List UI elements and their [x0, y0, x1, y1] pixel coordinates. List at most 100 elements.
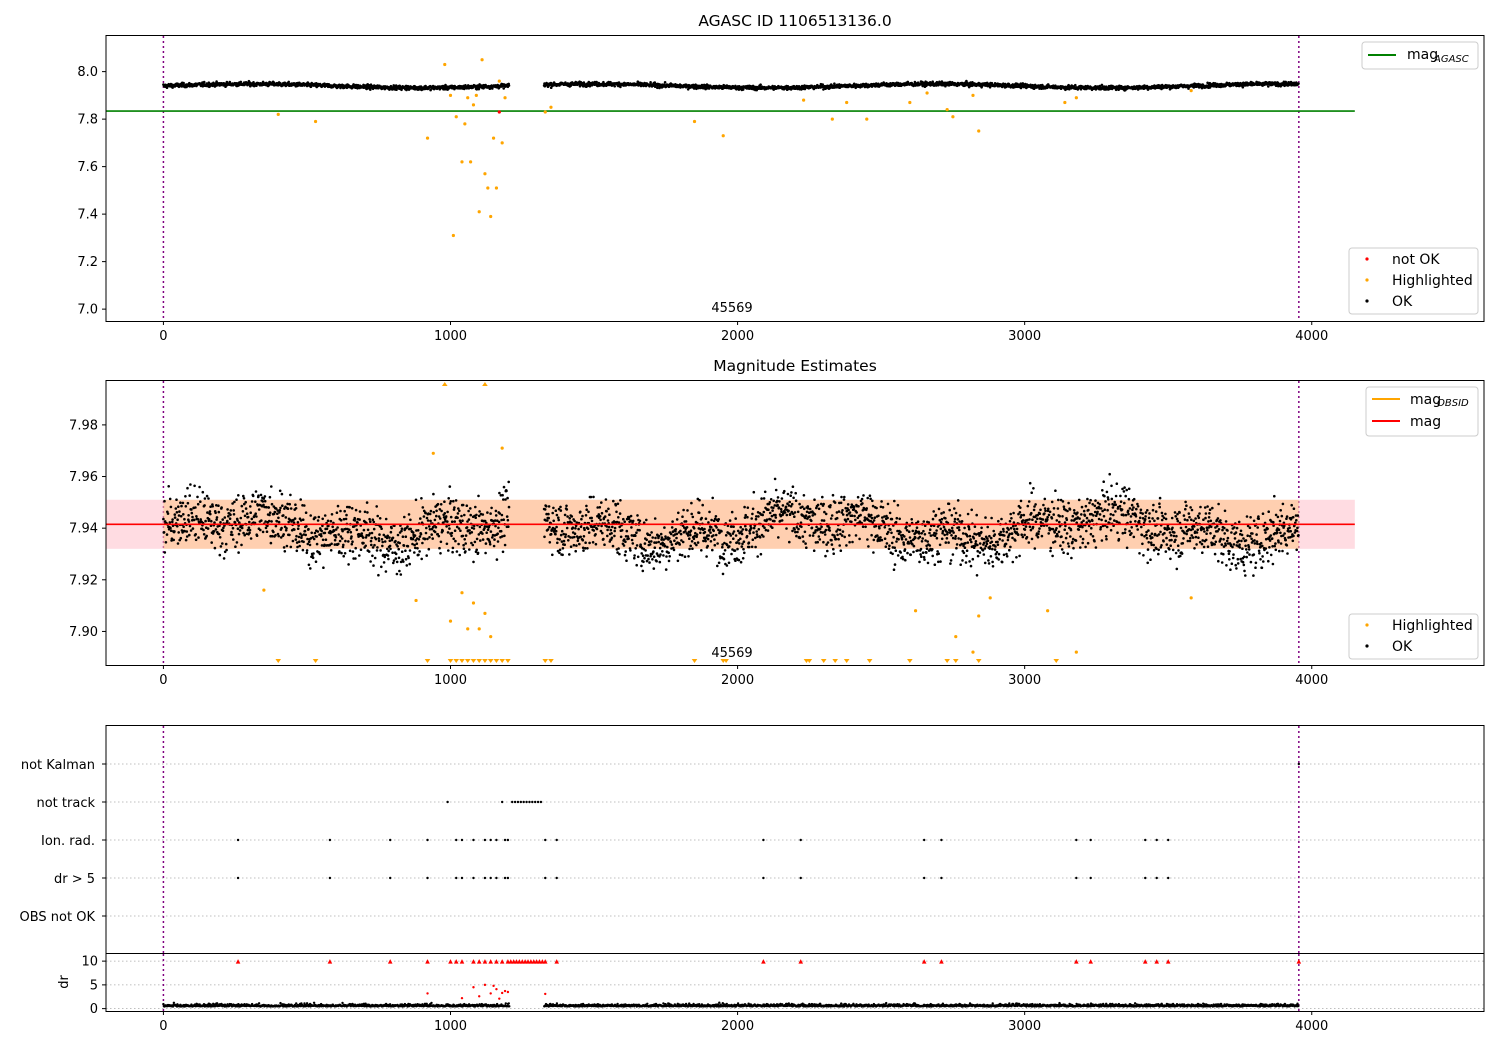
ok-point: [556, 541, 559, 545]
ok-point: [590, 519, 594, 523]
ok-point: [498, 491, 501, 495]
ok-point: [400, 527, 404, 530]
ok-point: [813, 498, 816, 502]
ok-point: [311, 556, 315, 560]
ok-point: [414, 498, 418, 502]
ok-point: [348, 506, 352, 509]
ok-point: [355, 528, 359, 532]
ok-point: [215, 516, 219, 519]
ok-point: [613, 84, 616, 88]
ok-point: [709, 531, 712, 534]
ok-point: [382, 561, 386, 564]
ok-point: [651, 536, 654, 539]
ok-point: [659, 553, 662, 556]
ok-point: [741, 88, 745, 91]
ok-point: [803, 530, 807, 534]
ok-point: [564, 535, 567, 539]
ok-point: [674, 528, 678, 531]
ok-point: [705, 555, 708, 558]
ok-point: [790, 491, 793, 494]
ok-point: [375, 505, 379, 508]
ok-point: [457, 507, 460, 510]
ok-point: [242, 497, 246, 500]
ok-point: [837, 510, 841, 513]
ok-point: [590, 516, 593, 520]
ok-point: [582, 549, 585, 552]
ok-point: [231, 526, 235, 530]
ok-point: [329, 549, 333, 552]
ok-point: [681, 540, 685, 544]
ok-point: [494, 514, 498, 517]
ok-point: [211, 505, 214, 508]
ok-point: [661, 550, 664, 553]
ok-point: [732, 530, 736, 533]
ok-point: [384, 570, 388, 573]
ok-point: [488, 540, 492, 544]
top-title: AGASC ID 1106513136.0: [698, 12, 891, 30]
highlighted-point: [460, 160, 464, 164]
ok-point: [717, 528, 720, 532]
ok-point: [497, 526, 500, 530]
ok-point: [713, 538, 716, 541]
ok-point: [314, 516, 317, 519]
ok-point: [180, 504, 183, 508]
ok-point: [766, 529, 770, 532]
ok-point: [308, 543, 312, 547]
ok-point: [500, 513, 504, 517]
ok-point: [568, 553, 571, 556]
ok-point: [461, 519, 464, 522]
ok-point: [282, 533, 286, 536]
ok-point: [824, 512, 828, 516]
ok-point: [747, 541, 751, 544]
ok-point: [757, 515, 760, 518]
ok-point: [566, 515, 569, 518]
ok-point: [801, 505, 804, 509]
ok-point: [419, 532, 423, 536]
ok-point: [446, 520, 449, 523]
ok-point: [344, 539, 347, 543]
ok-point: [565, 504, 568, 508]
ok-point: [456, 516, 459, 520]
ok-point: [667, 559, 671, 563]
ok-point: [232, 538, 235, 541]
ok-point: [350, 535, 353, 538]
ok-point: [313, 531, 317, 535]
ok-point: [351, 550, 355, 553]
ok-point: [176, 518, 179, 521]
ok-point: [315, 542, 319, 546]
ok-point: [462, 543, 465, 547]
highlighted-point: [977, 129, 981, 133]
ok-point: [288, 502, 292, 506]
ok-point: [815, 525, 818, 529]
ok-point: [648, 543, 652, 546]
ok-point: [337, 542, 340, 546]
ok-point: [241, 510, 245, 513]
ok-point: [605, 525, 609, 528]
ok-point: [613, 526, 617, 530]
ok-point: [730, 510, 734, 514]
ok-point: [434, 525, 438, 529]
ok-point: [831, 493, 835, 497]
ok-point: [734, 517, 737, 520]
ok-point: [685, 526, 689, 529]
x-tick-label: 3000: [1008, 329, 1041, 344]
highlighted-point: [951, 115, 955, 119]
ok-point: [435, 514, 438, 518]
ok-point: [226, 519, 229, 523]
ok-point: [189, 529, 193, 532]
ok-point: [606, 534, 609, 538]
ok-point: [372, 527, 376, 531]
ok-point: [699, 531, 702, 535]
ok-point: [475, 537, 479, 541]
ok-point: [183, 517, 186, 521]
ok-point: [1007, 82, 1011, 86]
ok-point: [707, 534, 711, 537]
ok-point: [791, 529, 794, 533]
ok-point: [409, 527, 413, 531]
ok-point: [249, 505, 252, 508]
ok-point: [549, 532, 553, 536]
ok-point: [624, 540, 627, 543]
highlighted-point: [451, 233, 455, 238]
top-point-legend: not OK Highlighted OK: [1348, 247, 1479, 315]
